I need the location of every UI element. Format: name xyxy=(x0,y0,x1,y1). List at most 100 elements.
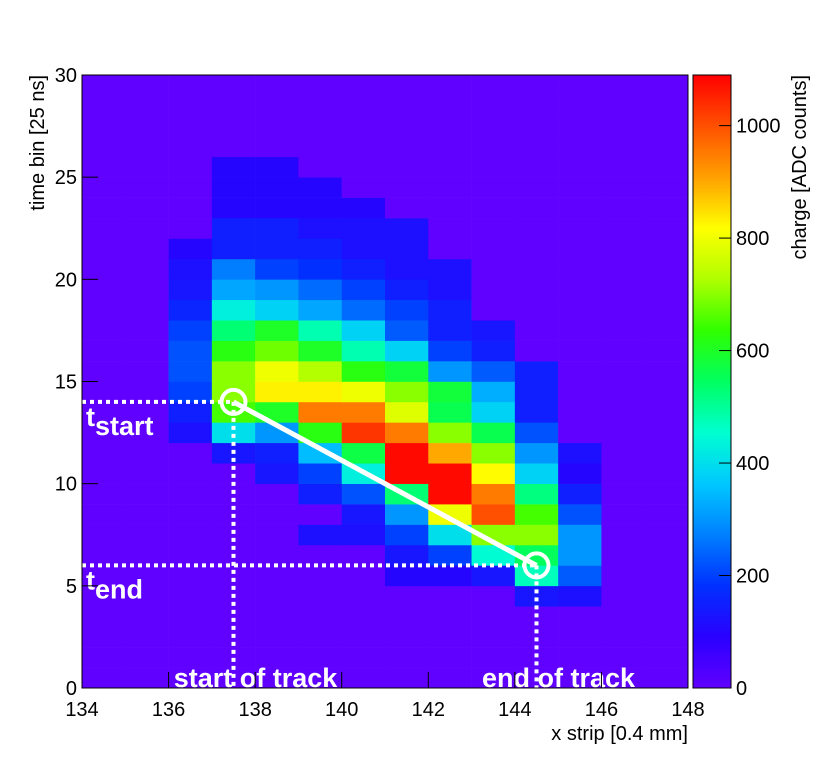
cell xyxy=(601,115,646,137)
cell xyxy=(514,422,559,444)
cell xyxy=(385,279,429,301)
cell xyxy=(211,156,256,178)
cell xyxy=(558,156,602,178)
cell xyxy=(644,361,689,382)
cell xyxy=(298,585,343,607)
cell xyxy=(255,238,299,260)
cell xyxy=(255,381,299,403)
cell xyxy=(428,238,472,260)
cell xyxy=(255,585,299,607)
cell xyxy=(255,544,299,566)
cell xyxy=(601,504,646,525)
cell xyxy=(601,401,646,423)
cell xyxy=(428,381,472,403)
cell xyxy=(82,381,126,403)
z-axis-label: charge [ADC counts] xyxy=(789,75,811,260)
cell xyxy=(298,504,343,525)
cell xyxy=(558,238,602,260)
cell xyxy=(82,95,126,117)
cell xyxy=(298,136,343,158)
cell xyxy=(558,197,602,219)
cell xyxy=(255,524,299,546)
cell xyxy=(428,340,472,362)
cell xyxy=(428,279,472,301)
cell xyxy=(428,136,472,158)
cell xyxy=(255,115,299,137)
cell xyxy=(341,524,386,546)
cell xyxy=(514,585,559,607)
cell xyxy=(601,238,646,260)
cell xyxy=(341,422,386,444)
cell xyxy=(385,340,429,362)
cell xyxy=(298,647,343,668)
cell xyxy=(125,422,169,444)
cell xyxy=(255,197,299,219)
t-start-label-t: t xyxy=(86,402,95,432)
cell xyxy=(601,667,646,689)
cell xyxy=(341,279,386,301)
cell xyxy=(168,299,213,321)
cell xyxy=(601,442,646,464)
cell xyxy=(255,156,299,178)
cell xyxy=(471,422,516,444)
cell xyxy=(514,136,559,158)
cell xyxy=(428,504,472,525)
cell xyxy=(211,177,256,198)
cell xyxy=(385,238,429,260)
cell xyxy=(385,626,429,648)
cell xyxy=(341,320,386,341)
cell xyxy=(428,647,472,668)
cell xyxy=(428,361,472,382)
cell xyxy=(125,361,169,382)
y-axis-label: time bin [25 ns] xyxy=(27,75,49,211)
y-tick-label: 20 xyxy=(55,269,77,291)
cell xyxy=(471,340,516,362)
cell xyxy=(341,299,386,321)
cell xyxy=(385,585,429,607)
cell xyxy=(168,75,213,96)
cell xyxy=(211,197,256,219)
y-tick-label: 30 xyxy=(55,65,77,87)
x-tick-label: 134 xyxy=(65,699,98,721)
cell xyxy=(644,647,689,668)
cell xyxy=(82,585,126,607)
cell xyxy=(125,483,169,505)
cell xyxy=(644,115,689,137)
cell xyxy=(125,667,169,689)
cell xyxy=(125,340,169,362)
cell xyxy=(514,361,559,382)
cell xyxy=(298,197,343,219)
cell xyxy=(125,626,169,648)
x-tick-label: 140 xyxy=(325,699,358,721)
cell xyxy=(471,258,516,280)
cell xyxy=(341,585,386,607)
cell xyxy=(601,361,646,382)
cell xyxy=(168,320,213,341)
cell xyxy=(298,279,343,301)
y-tick-label: 15 xyxy=(55,372,77,394)
cell xyxy=(82,626,126,648)
cell xyxy=(211,422,256,444)
cell xyxy=(298,320,343,341)
cell xyxy=(514,177,559,198)
cell xyxy=(82,136,126,158)
cell xyxy=(211,606,256,627)
z-tick-label: 1000 xyxy=(736,116,781,138)
cell xyxy=(341,381,386,403)
cell xyxy=(211,361,256,382)
y-tick-label: 5 xyxy=(66,576,77,598)
cell xyxy=(255,361,299,382)
cell xyxy=(514,238,559,260)
cell xyxy=(558,463,602,484)
cell xyxy=(168,463,213,484)
cell xyxy=(168,279,213,301)
cell xyxy=(125,197,169,219)
cell xyxy=(428,320,472,341)
cell xyxy=(125,647,169,668)
cells xyxy=(82,75,689,689)
cell xyxy=(644,177,689,198)
cell xyxy=(168,442,213,464)
cell xyxy=(385,177,429,198)
cell xyxy=(298,340,343,362)
